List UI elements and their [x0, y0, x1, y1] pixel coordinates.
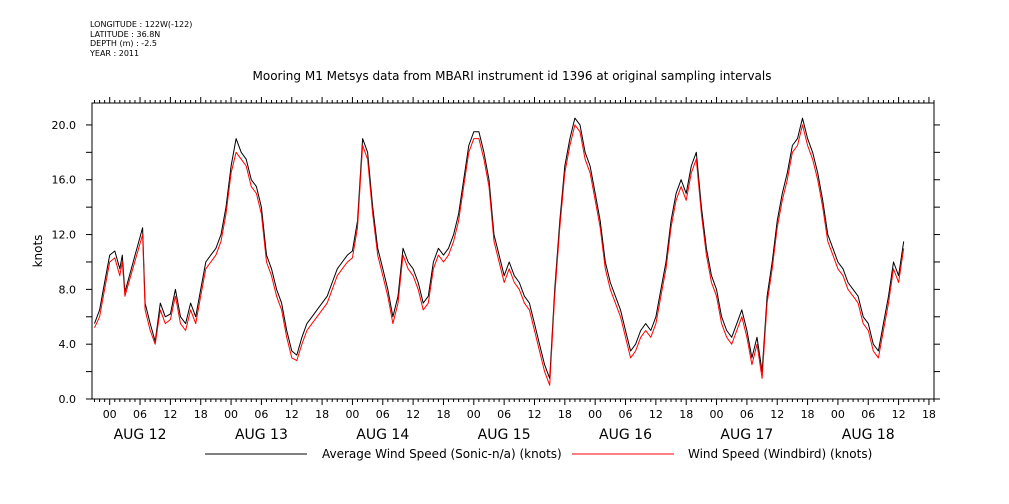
- y-tick-label: 4.0: [59, 338, 77, 351]
- x-tick-label: 06: [376, 408, 390, 421]
- x-tick-label: 06: [497, 408, 511, 421]
- day-label: AUG 17: [720, 427, 773, 443]
- x-tick-label: 18: [679, 408, 693, 421]
- y-tick-label: 8.0: [59, 283, 77, 296]
- y-tick-label: 12.0: [52, 229, 77, 242]
- day-label: AUG 18: [842, 427, 895, 443]
- x-tick-label: 18: [315, 408, 329, 421]
- metadata-block: LONGITUDE : 122W(-122) LATITUDE : 36.8N …: [90, 20, 192, 58]
- x-tick-label: 06: [861, 408, 875, 421]
- x-tick-label: 00: [831, 408, 845, 421]
- series-line-sonic: [94, 117, 905, 379]
- x-tick-label: 06: [619, 408, 633, 421]
- x-tick-label: 18: [922, 408, 936, 421]
- x-tick-label: 00: [224, 408, 238, 421]
- series-layer: [94, 117, 905, 386]
- day-label: AUG 14: [356, 427, 409, 443]
- x-tick-label: 18: [558, 408, 572, 421]
- latitude-label: LATITUDE : 36.8N: [90, 29, 161, 39]
- legend-label-windbird: Wind Speed (Windbird) (knots): [688, 447, 872, 461]
- chart-title: Mooring M1 Metsys data from MBARI instru…: [253, 69, 772, 83]
- x-tick-label: 00: [710, 408, 724, 421]
- x-tick-label: 00: [103, 408, 117, 421]
- y-tick-label: 20.0: [52, 119, 77, 132]
- day-label: AUG 16: [599, 427, 652, 443]
- x-tick-label: 06: [740, 408, 754, 421]
- x-tick-label: 12: [892, 408, 906, 421]
- legend: Average Wind Speed (Sonic-n/a) (knots) W…: [205, 447, 872, 461]
- y-tick-label: 16.0: [52, 174, 77, 187]
- x-tick-label: 06: [254, 408, 268, 421]
- x-tick-label: 12: [163, 408, 177, 421]
- x-tick-label: 12: [406, 408, 420, 421]
- x-tick-label: 00: [345, 408, 359, 421]
- x-tick-label: 00: [467, 408, 481, 421]
- x-tick-label: 18: [194, 408, 208, 421]
- x-tick-label: 00: [588, 408, 602, 421]
- x-tick-label: 18: [801, 408, 815, 421]
- x-tick-label: 18: [436, 408, 450, 421]
- day-label: AUG 12: [114, 427, 167, 443]
- axis-ticks: 00 06 12 18 00 06 12 18 00 06 12 18 00 06 12 18 00 06 12 18…: [52, 97, 940, 443]
- day-label: AUG 15: [478, 427, 531, 443]
- plot-frame: [91, 102, 935, 400]
- depth-label: DEPTH (m) : -2.5: [90, 39, 157, 48]
- y-axis-label: knots: [31, 235, 45, 268]
- x-tick-label: 12: [527, 408, 541, 421]
- y-tick-label: 0.0: [59, 393, 77, 406]
- day-label: AUG 13: [235, 427, 288, 443]
- year-label: YEAR : 2011: [90, 48, 140, 58]
- series-line-windbird: [94, 124, 905, 386]
- x-tick-label: 12: [285, 408, 299, 421]
- x-tick-label: 12: [649, 408, 663, 421]
- x-tick-label: 12: [770, 408, 784, 421]
- legend-label-sonic: Average Wind Speed (Sonic-n/a) (knots): [322, 447, 562, 461]
- longitude-label: LONGITUDE : 122W(-122): [90, 20, 193, 29]
- x-tick-label: 06: [133, 408, 147, 421]
